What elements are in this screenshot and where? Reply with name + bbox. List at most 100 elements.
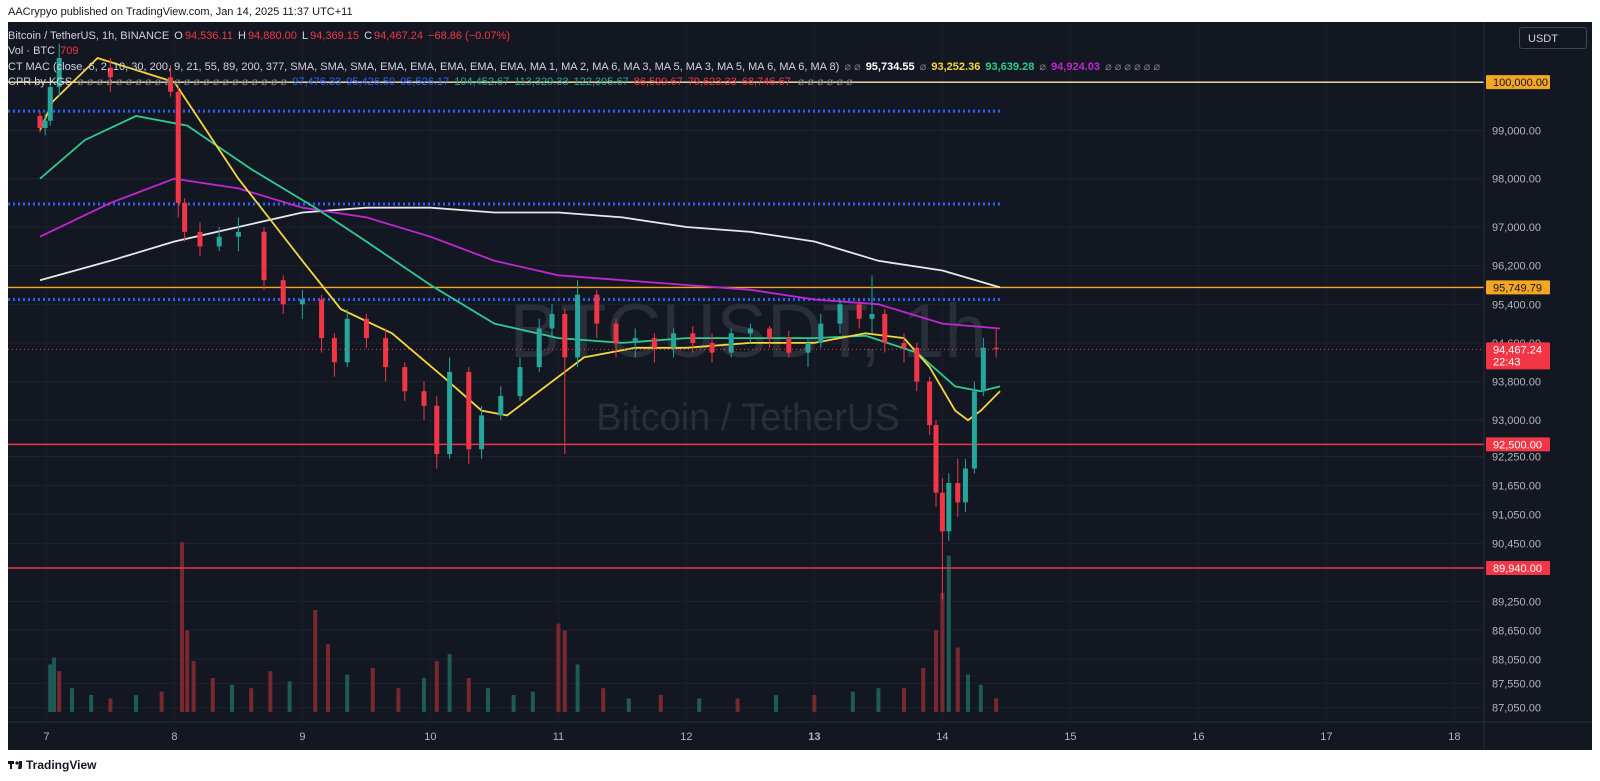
candle-body bbox=[549, 313, 555, 329]
candle-body bbox=[235, 231, 241, 237]
legend-high-label: H bbox=[238, 30, 246, 42]
legend-cpr-values: 97,476.33 95,426.50 95,526.17 104,452.67… bbox=[292, 76, 796, 88]
candle-body bbox=[47, 86, 53, 121]
legend-low: 94,369.15 bbox=[310, 30, 360, 42]
legend-cpr-value: 95,526.17 bbox=[400, 76, 453, 88]
candle-body bbox=[632, 338, 638, 343]
volume-bar bbox=[396, 688, 401, 712]
ma-white-line bbox=[39, 206, 1001, 289]
volume-bar bbox=[934, 630, 938, 712]
legend-close: 94,467.24 bbox=[374, 30, 423, 42]
candle bbox=[182, 198, 188, 242]
candle-body bbox=[299, 299, 305, 305]
legend-volume-label[interactable]: Vol · BTC bbox=[8, 45, 56, 57]
legend-symbol-line: Bitcoin / TetherUS, 1h, BINANCE O 94,536.… bbox=[8, 30, 512, 42]
candle-body bbox=[261, 231, 267, 281]
y-tick-label: 93,000.00 bbox=[1492, 415, 1541, 427]
volume-bar bbox=[185, 630, 190, 712]
candle bbox=[383, 328, 389, 382]
legend-change: −68.86 (−0.07%) bbox=[428, 30, 510, 42]
candle bbox=[805, 338, 811, 368]
level-tag-label: 95,749.79 bbox=[1493, 282, 1542, 294]
candle-body bbox=[901, 342, 907, 348]
y-tick-label: 92,250.00 bbox=[1492, 451, 1541, 463]
volume-bar bbox=[191, 661, 196, 712]
volume-bar bbox=[210, 678, 215, 712]
candle-body bbox=[421, 391, 427, 406]
x-tick-label: 12 bbox=[680, 731, 692, 743]
candle-body bbox=[747, 328, 753, 334]
volume-bar bbox=[966, 674, 970, 712]
chart-pane[interactable]: BTCUSDT, 1h Bitcoin / TetherUS 99,000.00 98… bbox=[8, 22, 1592, 750]
candle-body bbox=[56, 58, 62, 87]
candle-body bbox=[946, 483, 952, 532]
candle bbox=[175, 86, 181, 218]
candle bbox=[767, 326, 773, 348]
legend-low-label: L bbox=[301, 30, 309, 42]
candle-body bbox=[805, 342, 811, 353]
candle-body bbox=[517, 367, 523, 397]
y-tick-label: 99,000.00 bbox=[1492, 125, 1541, 137]
candle-body bbox=[709, 342, 715, 353]
candle-body bbox=[671, 333, 677, 348]
candle bbox=[882, 309, 888, 353]
candle-body bbox=[447, 371, 453, 455]
candle bbox=[955, 458, 961, 517]
candle-body bbox=[498, 396, 504, 416]
volume-bar bbox=[70, 688, 74, 712]
candle-body bbox=[594, 294, 600, 324]
volume-bar bbox=[735, 698, 740, 712]
currency-selector[interactable]: USDT bbox=[1519, 27, 1587, 49]
candle-body bbox=[479, 415, 485, 450]
candle bbox=[728, 328, 734, 358]
candle bbox=[709, 333, 715, 363]
legend-mac-label[interactable]: CT MAC (close, 6, 2, 10, 30, 200, 9, 21,… bbox=[8, 61, 840, 73]
candle-body bbox=[914, 347, 920, 382]
candle-body bbox=[402, 367, 408, 392]
x-tick-label: 9 bbox=[299, 731, 305, 743]
candle-body bbox=[980, 347, 986, 392]
level-tag bbox=[1486, 75, 1550, 90]
candle-body bbox=[651, 338, 657, 348]
candle-body bbox=[786, 338, 792, 353]
candle bbox=[933, 420, 939, 508]
candle bbox=[447, 357, 453, 459]
candle-body bbox=[613, 323, 619, 343]
volume-bar bbox=[940, 593, 945, 712]
candle bbox=[901, 333, 907, 363]
candle-body bbox=[37, 115, 43, 129]
volume-bar bbox=[422, 678, 426, 712]
candle bbox=[107, 58, 113, 92]
volume-bar bbox=[313, 610, 318, 712]
last-price-label: 94,467.24 bbox=[1493, 344, 1542, 356]
candle-body bbox=[993, 347, 999, 350]
legend-cpr-value: 104,452.67 bbox=[454, 76, 513, 88]
volume-bar bbox=[850, 691, 855, 712]
candle-body bbox=[818, 323, 824, 343]
candle-body bbox=[434, 405, 440, 455]
volume-bar bbox=[326, 644, 330, 712]
x-tick-label: 18 bbox=[1448, 731, 1460, 743]
candle bbox=[216, 227, 222, 252]
candle-body bbox=[955, 483, 961, 503]
candle bbox=[402, 362, 408, 401]
legend-mac-value-2: 93,252.36 bbox=[931, 61, 981, 73]
candle-body bbox=[216, 236, 222, 247]
legend-mac-value-3: 93,639.28 bbox=[985, 61, 1035, 73]
level-tag-label: 89,940.00 bbox=[1493, 563, 1542, 575]
legend-cpr-label[interactable]: CPR by KGS bbox=[8, 76, 73, 88]
legend-cpr-value: 122,305.67 bbox=[573, 76, 632, 88]
y-tick-label: 96,200.00 bbox=[1492, 261, 1541, 273]
candle bbox=[594, 289, 600, 339]
volume-bar bbox=[601, 688, 606, 712]
empty-value-icon: ⌀ ⌀ ⌀ ⌀ ⌀ ⌀ ⌀ ⌀ ⌀ ⌀ ⌀ ⌀ ⌀ ⌀ ⌀ ⌀ ⌀ ⌀ ⌀ ⌀ … bbox=[77, 76, 288, 88]
candle bbox=[869, 275, 875, 334]
candle bbox=[47, 77, 53, 126]
candle bbox=[927, 376, 933, 435]
legend-symbol[interactable]: Bitcoin / TetherUS, 1h, BINANCE bbox=[8, 30, 170, 42]
y-tick-label: 97,000.00 bbox=[1492, 222, 1541, 234]
candle-body bbox=[363, 318, 369, 339]
y-tick-label: 98,000.00 bbox=[1492, 174, 1541, 186]
candle-body bbox=[971, 391, 977, 469]
tradingview-logo[interactable]: TradingView bbox=[8, 758, 96, 772]
